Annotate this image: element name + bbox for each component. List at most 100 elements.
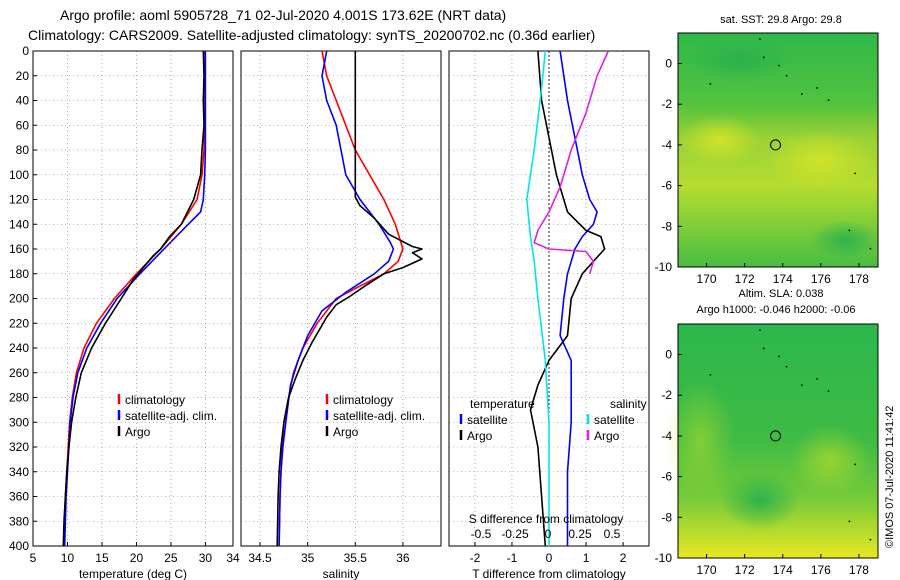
island-dot [800, 384, 803, 386]
sst-cool-patch [690, 38, 790, 82]
legend-label: satellite-adj. clim. [333, 409, 425, 423]
sst-map-title: sat. SST: 29.8 Argo: 29.8 [720, 14, 842, 26]
y-tick-label: 60 [16, 118, 30, 132]
island-dot [816, 378, 818, 380]
map-x-tick-label: 174 [773, 563, 793, 577]
map-x-tick-label: 172 [735, 272, 755, 286]
y-tick-label: 220 [9, 316, 29, 330]
island-dot [785, 365, 788, 368]
sst-map: sat. SST: 29.8 Argo: 29.8 170 172 174 176 17… [655, 14, 880, 286]
x-tick-label: 36 [396, 551, 410, 565]
series-line-argo [276, 51, 423, 547]
sla-warm-patch [665, 380, 735, 500]
island-dot [800, 93, 803, 95]
y-tick-label: 120 [9, 193, 29, 207]
island-dot [854, 172, 857, 175]
map-y-tick-label: -8 [661, 219, 672, 233]
top-axis-label: S difference from climatology [469, 512, 624, 526]
map-x-tick-label: 178 [849, 563, 869, 577]
y-tick-label: 200 [9, 292, 29, 306]
sla-title: Altim. SLA: 0.038 [739, 288, 824, 300]
series-line-temperature-argo [529, 50, 606, 547]
y-tick-label: 320 [9, 440, 29, 454]
map-y-tick-label: -2 [661, 388, 672, 402]
x-tick-label: 0 [546, 551, 553, 565]
island-dot [759, 38, 761, 41]
x-tick-label: 35.5 [344, 551, 368, 565]
sla-map-frame [677, 323, 879, 559]
map-y-tick-label: -2 [661, 97, 672, 111]
map-y-tick-label: 0 [665, 57, 672, 71]
island-dot [869, 538, 872, 541]
sla-subtitle: Argo h1000: -0.046 h2000: -0.06 [696, 304, 855, 316]
temperature-panel: 0 20 40 60 80 100 120 140 160 180 200 220 240 260 280 3… [9, 44, 240, 580]
x-tick-label: -2 [470, 551, 481, 565]
island-dot [848, 229, 851, 232]
island-dot [785, 74, 788, 77]
legend-label: Argo [594, 429, 620, 443]
y-tick-label: 80 [16, 143, 30, 157]
map-x-tick-label: 176 [811, 563, 831, 577]
island-dot [709, 373, 712, 376]
y-tick-label: 340 [9, 465, 29, 479]
island-dot [848, 520, 851, 523]
map-y-tick-label: -4 [661, 138, 672, 152]
argo-location-marker [770, 139, 782, 151]
sst-warm-patch [680, 115, 760, 165]
sla-map-axes: 170 172 174 176 178 0 -2 -4 -6 -8 -10 [655, 329, 872, 577]
map-y-tick-label: -4 [661, 429, 672, 443]
salinity-panel: 34.5 35 35.5 36 salinity climatology satellite… [240, 50, 442, 580]
x-tick-label: 35 [301, 551, 315, 565]
top-tick-label: 0 [545, 527, 552, 541]
x-tick-label: 34 [226, 551, 240, 565]
legend-label: Argo [125, 425, 151, 439]
legend-label: Argo [333, 425, 359, 439]
y-tick-label: 280 [9, 391, 29, 405]
series-line-temperature-satellite [559, 50, 598, 546]
sst-warm-patch [765, 130, 875, 190]
map-y-tick-label: 0 [665, 348, 672, 362]
island-dot [869, 247, 872, 250]
y-tick-label: 240 [9, 341, 29, 355]
sla-cool-patch [720, 470, 800, 530]
island-dot [759, 329, 761, 332]
y-tick-label: 300 [9, 415, 29, 429]
legend-header-temperature: temperature [470, 397, 535, 411]
legend-label: Argo [467, 429, 493, 443]
difference-panel: -2 -1 0 1 2 T difference from climatology temp… [448, 50, 650, 580]
island-dot [854, 463, 857, 466]
title-line-2: Climatology: CARS2009. Satellite-adjuste… [28, 27, 595, 43]
series-line-argo [62, 50, 205, 547]
legend-label: satellite [467, 413, 508, 427]
map-x-tick-label: 170 [697, 563, 717, 577]
legend-label: satellite [594, 413, 635, 427]
sst-cool-patch [810, 220, 880, 260]
island-dot [816, 87, 818, 89]
y-tick-label: 140 [9, 217, 29, 231]
map-y-tick-label: -10 [655, 260, 673, 274]
y-tick-label: 400 [9, 539, 29, 553]
y-tick-label: 0 [22, 44, 29, 58]
series-line-salinity-satellite [526, 50, 550, 546]
map-x-tick-label: 176 [811, 272, 831, 286]
legend-label: satellite-adj. clim. [125, 409, 217, 423]
island-dot [778, 64, 780, 67]
map-x-tick-label: 178 [849, 272, 869, 286]
y-tick-label: 20 [16, 69, 30, 83]
sst-map-frame [677, 32, 879, 268]
y-tick-label: 360 [9, 490, 29, 504]
credit-stamp: ©IMOS 07-Jul-2020 11:41:42 [884, 406, 896, 548]
y-tick-label: 180 [9, 267, 29, 281]
island-dot [762, 347, 765, 350]
legend-label: climatology [125, 393, 185, 407]
island-dot [709, 82, 712, 85]
x-axis-label: T difference from climatology [472, 567, 626, 580]
map-y-tick-label: -8 [661, 510, 672, 524]
island-dot [827, 99, 830, 102]
x-tick-label: 2 [620, 551, 627, 565]
y-tick-label: 380 [9, 514, 29, 528]
x-tick-label: 25 [164, 551, 178, 565]
map-x-tick-label: 172 [735, 563, 755, 577]
y-tick-label: 260 [9, 366, 29, 380]
